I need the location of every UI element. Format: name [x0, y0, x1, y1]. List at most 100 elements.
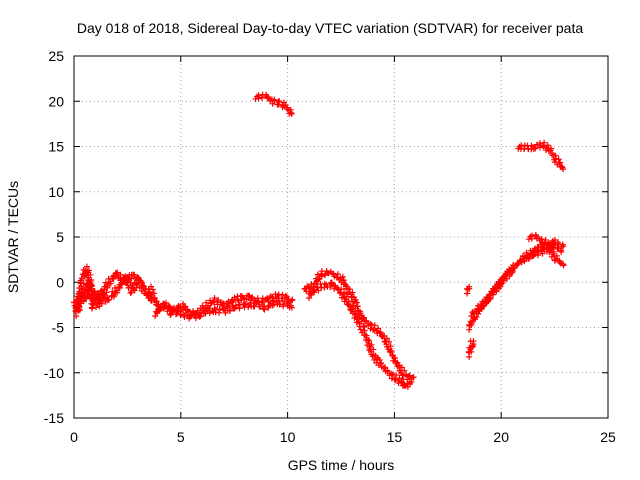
data-point: [207, 300, 214, 307]
data-point: [560, 166, 567, 173]
data-point: [305, 295, 312, 302]
data-point: [532, 145, 539, 152]
data-point: [469, 309, 476, 316]
data-point: [543, 242, 550, 249]
data-point: [384, 367, 391, 374]
series-track-g: [305, 279, 415, 390]
data-point: [311, 280, 318, 287]
data-point: [401, 381, 408, 388]
data-point: [396, 375, 403, 382]
data-point: [256, 301, 263, 308]
data-point: [374, 325, 381, 332]
series-track-f: [301, 268, 417, 383]
data-point: [334, 271, 341, 278]
data-point: [531, 246, 538, 253]
y-tick-label: -15: [44, 410, 64, 426]
data-point: [72, 303, 79, 310]
series-track-l: [525, 231, 567, 269]
data-point: [249, 294, 256, 301]
x-tick-label: 25: [600, 429, 616, 445]
data-point: [283, 293, 290, 300]
data-point: [102, 279, 109, 286]
data-point: [72, 308, 79, 315]
y-tick-label: 5: [56, 229, 64, 245]
data-point: [554, 239, 561, 246]
data-point: [228, 298, 235, 305]
data-point: [269, 294, 276, 301]
data-point: [199, 302, 206, 309]
data-point: [382, 338, 389, 345]
data-point: [161, 301, 168, 308]
data-point: [513, 262, 520, 269]
y-tick-label: 10: [48, 184, 64, 200]
data-point: [179, 305, 186, 312]
data-point: [227, 307, 234, 314]
data-point: [86, 277, 93, 284]
data-point: [393, 372, 400, 379]
y-tick-label: 0: [56, 274, 64, 290]
data-point: [560, 261, 567, 268]
data-point: [467, 318, 474, 325]
data-point: [177, 311, 184, 318]
data-point: [197, 312, 204, 319]
data-point: [263, 295, 270, 302]
series-track-k: [463, 283, 473, 297]
data-point: [263, 93, 270, 100]
series-track-e: [252, 91, 295, 117]
data-point: [182, 303, 189, 310]
data-point: [165, 303, 172, 310]
data-point: [104, 297, 111, 304]
data-point: [498, 276, 505, 283]
data-point: [78, 275, 85, 282]
data-point: [549, 152, 556, 159]
x-tick-label: 0: [70, 429, 78, 445]
data-point: [261, 306, 268, 313]
data-point: [353, 311, 360, 318]
data-point: [93, 293, 100, 300]
data-point: [288, 297, 295, 304]
data-point: [401, 367, 408, 374]
data-point: [87, 281, 94, 288]
data-point: [346, 286, 353, 293]
x-tick-label: 10: [280, 429, 296, 445]
data-point: [363, 317, 370, 324]
data-point: [107, 278, 114, 285]
data-point: [351, 315, 358, 322]
data-point: [221, 305, 228, 312]
data-point: [483, 299, 490, 306]
data-point: [80, 298, 87, 305]
data-point: [152, 313, 159, 320]
data-point: [345, 302, 352, 309]
data-point: [536, 235, 543, 242]
data-point: [321, 280, 328, 287]
series-track-b: [72, 273, 142, 320]
data-point: [125, 276, 132, 283]
data-point: [349, 293, 356, 300]
data-point: [381, 365, 388, 372]
data-point: [356, 320, 363, 327]
data-point: [240, 294, 247, 301]
data-point: [315, 287, 322, 294]
data-point: [387, 343, 394, 350]
series-track-i: [468, 236, 567, 320]
data-point: [366, 337, 373, 344]
data-point: [406, 372, 413, 379]
data-point: [497, 283, 504, 290]
data-point: [552, 152, 559, 159]
y-tick-label: 25: [48, 48, 64, 64]
data-point: [376, 329, 383, 336]
data-point: [211, 305, 218, 312]
data-point: [135, 277, 142, 284]
data-point: [170, 306, 177, 313]
data-point: [275, 101, 282, 108]
data-point: [539, 246, 546, 253]
data-point: [152, 308, 159, 315]
data-point: [131, 271, 138, 278]
data-point: [241, 295, 248, 302]
data-point: [276, 98, 283, 105]
data-point: [216, 309, 223, 316]
data-point: [398, 379, 405, 386]
data-point: [173, 307, 180, 314]
data-point: [393, 360, 400, 367]
data-point: [338, 286, 345, 293]
